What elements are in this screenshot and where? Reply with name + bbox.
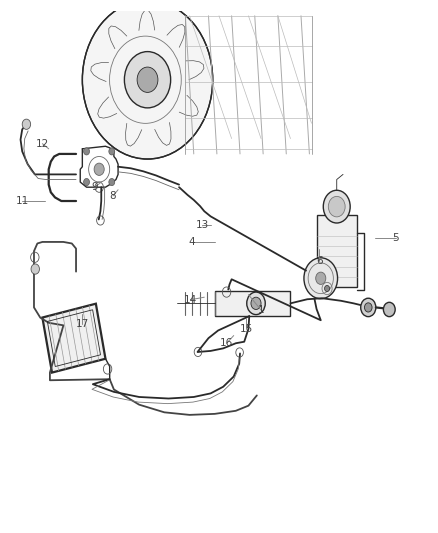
Polygon shape [42, 304, 106, 373]
Circle shape [82, 1, 213, 159]
Circle shape [364, 303, 372, 312]
Text: 9: 9 [92, 182, 98, 192]
Text: 4: 4 [188, 237, 195, 247]
Circle shape [94, 163, 104, 175]
Circle shape [325, 286, 329, 292]
Circle shape [124, 52, 171, 108]
Circle shape [304, 258, 338, 298]
Circle shape [323, 190, 350, 223]
Circle shape [22, 119, 31, 130]
Circle shape [247, 292, 265, 314]
Circle shape [137, 67, 158, 92]
Text: 12: 12 [36, 139, 49, 149]
Circle shape [251, 297, 261, 310]
Text: 14: 14 [184, 295, 197, 305]
Text: 15: 15 [240, 324, 253, 334]
Text: 16: 16 [220, 338, 233, 348]
Circle shape [31, 264, 39, 274]
Text: 13: 13 [195, 220, 209, 230]
Circle shape [361, 298, 376, 317]
Text: 1: 1 [258, 305, 265, 315]
Circle shape [328, 196, 345, 217]
Circle shape [383, 302, 395, 317]
Circle shape [316, 272, 326, 285]
Text: 5: 5 [392, 233, 399, 244]
Circle shape [109, 179, 115, 185]
Bar [317, 215, 357, 287]
Bar [215, 290, 290, 316]
Circle shape [84, 179, 89, 185]
Circle shape [109, 148, 115, 155]
Text: 17: 17 [76, 319, 89, 329]
Text: 8: 8 [110, 191, 117, 201]
Text: 6: 6 [316, 256, 322, 266]
Circle shape [84, 148, 89, 155]
Text: 11: 11 [16, 196, 29, 206]
